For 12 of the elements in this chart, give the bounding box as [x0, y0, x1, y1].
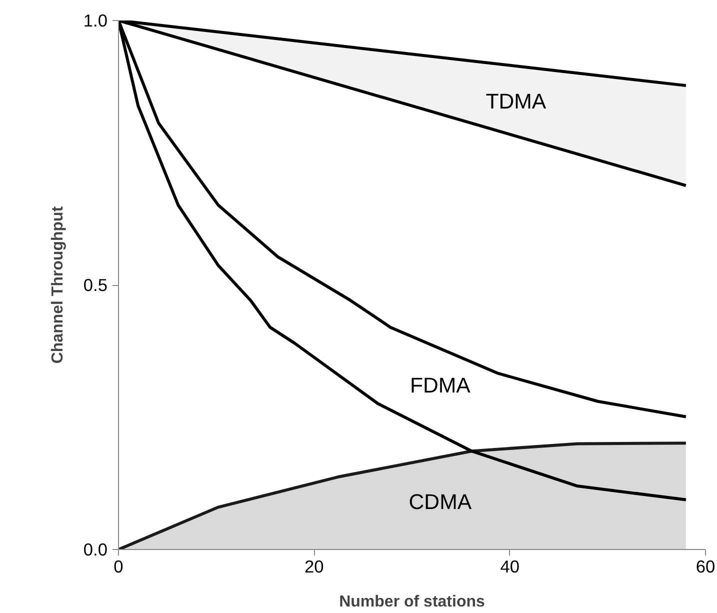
x-tick-label: 60: [696, 556, 716, 576]
annotation: TDMA: [486, 89, 547, 114]
y-tick-label: 0.5: [83, 275, 108, 295]
y-tick-label: 0.0: [83, 540, 108, 560]
x-tick-label: 0: [114, 556, 124, 576]
annotation: FDMA: [410, 374, 472, 398]
y-tick-label: 1.0: [83, 10, 108, 30]
x-tick-label: 20: [304, 556, 324, 576]
annotation: CDMA: [408, 490, 472, 514]
x-axis-title: Number of stations: [339, 594, 485, 610]
y-axis-title: Channel Throughput: [49, 206, 66, 364]
x-tick-label: 40: [500, 556, 520, 576]
